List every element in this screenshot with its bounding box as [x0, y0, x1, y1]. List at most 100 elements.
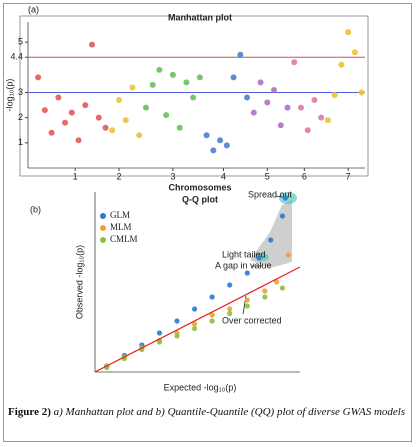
point — [196, 74, 203, 81]
point — [191, 325, 198, 332]
point — [156, 330, 163, 336]
point — [169, 71, 176, 78]
point — [297, 104, 304, 111]
chart-title: Q-Q plot — [182, 194, 218, 204]
y-axis-label: -log₁₀(p) — [4, 79, 14, 112]
legend-label: MLM — [110, 222, 132, 232]
y-tick-label: 2 — [18, 112, 23, 122]
point — [257, 79, 264, 86]
point — [191, 321, 198, 327]
point — [271, 86, 278, 93]
x-tick-label: 4 — [221, 171, 226, 181]
point — [268, 237, 274, 243]
point — [109, 127, 116, 134]
point — [311, 97, 318, 104]
point — [230, 74, 237, 81]
point — [156, 339, 163, 345]
panel-a-box — [19, 15, 369, 177]
point — [264, 99, 271, 106]
legend-label: CMLM — [110, 234, 138, 244]
point — [48, 129, 55, 136]
point — [256, 255, 262, 261]
point — [262, 294, 268, 300]
point — [210, 147, 217, 154]
legend-swatch — [100, 213, 106, 219]
point — [174, 318, 180, 324]
annotation: Spread out — [248, 189, 293, 199]
annotation: Over corrected — [222, 315, 282, 325]
point — [331, 92, 338, 98]
y-axis-label: Observed -log₁₀(p) — [74, 245, 84, 319]
point — [82, 102, 89, 109]
point — [89, 41, 96, 48]
point — [262, 288, 268, 294]
point — [285, 252, 291, 258]
point — [217, 137, 224, 144]
point — [122, 117, 129, 124]
point — [227, 306, 233, 312]
point — [237, 51, 244, 58]
point — [318, 114, 325, 121]
point — [174, 333, 180, 339]
x-axis-label: Chromosomes — [168, 182, 231, 192]
y-tick-label: 4.4 — [10, 52, 23, 62]
annotation: Light tailed — [222, 249, 266, 259]
caption-text: a) Manhattan plot and b) Quantile-Quanti… — [53, 406, 406, 418]
point — [115, 97, 122, 104]
point — [244, 94, 251, 101]
point — [183, 79, 190, 86]
point — [324, 117, 331, 124]
point — [284, 104, 291, 111]
point — [291, 59, 298, 66]
highlight — [279, 192, 297, 204]
point — [209, 318, 215, 324]
point — [227, 282, 233, 288]
x-axis-label: Expected -log₁₀(p) — [164, 382, 237, 392]
x-tick-label: 7 — [346, 171, 351, 181]
point — [244, 303, 250, 309]
legend-label: GLM — [110, 210, 130, 220]
point — [223, 142, 230, 149]
point — [142, 104, 149, 111]
point — [35, 74, 42, 81]
figure: (a) Manhattan plot Chromosomes -log₁₀(p)… — [4, 4, 369, 392]
y-tick-label: 1 — [18, 137, 23, 147]
x-tick-label: 3 — [170, 171, 175, 181]
x-tick-label: 5 — [265, 171, 270, 181]
point — [129, 84, 136, 91]
reference-line — [94, 266, 301, 373]
legend-swatch — [100, 225, 106, 231]
chart-title: Manhattan plot — [168, 12, 232, 22]
point — [304, 127, 311, 134]
point — [227, 310, 233, 317]
legend-swatch — [100, 237, 106, 243]
x-tick-label: 2 — [116, 171, 121, 181]
point — [163, 112, 170, 119]
point — [190, 94, 197, 101]
point — [95, 114, 102, 121]
point — [149, 81, 156, 88]
point — [203, 132, 210, 139]
point — [191, 306, 198, 312]
point — [102, 124, 109, 131]
point — [345, 29, 352, 36]
figure-frame — [3, 3, 412, 442]
y-tick-label: 5 — [18, 37, 23, 47]
point — [136, 132, 143, 139]
point — [62, 119, 69, 126]
panel-label: (a) — [28, 4, 39, 14]
point — [156, 66, 163, 73]
point — [55, 94, 62, 101]
point — [279, 213, 286, 219]
point — [209, 294, 215, 300]
point — [273, 279, 280, 285]
annotation: A gap in value — [215, 260, 272, 270]
point — [358, 89, 365, 96]
caption: Figure 2) a) Manhattan plot and b) Quant… — [8, 405, 408, 419]
point — [209, 312, 215, 318]
caption-label: Figure 2) — [8, 406, 51, 418]
point — [41, 107, 48, 114]
panel-label: (b) — [30, 204, 41, 214]
point — [244, 270, 250, 276]
point — [338, 61, 345, 68]
